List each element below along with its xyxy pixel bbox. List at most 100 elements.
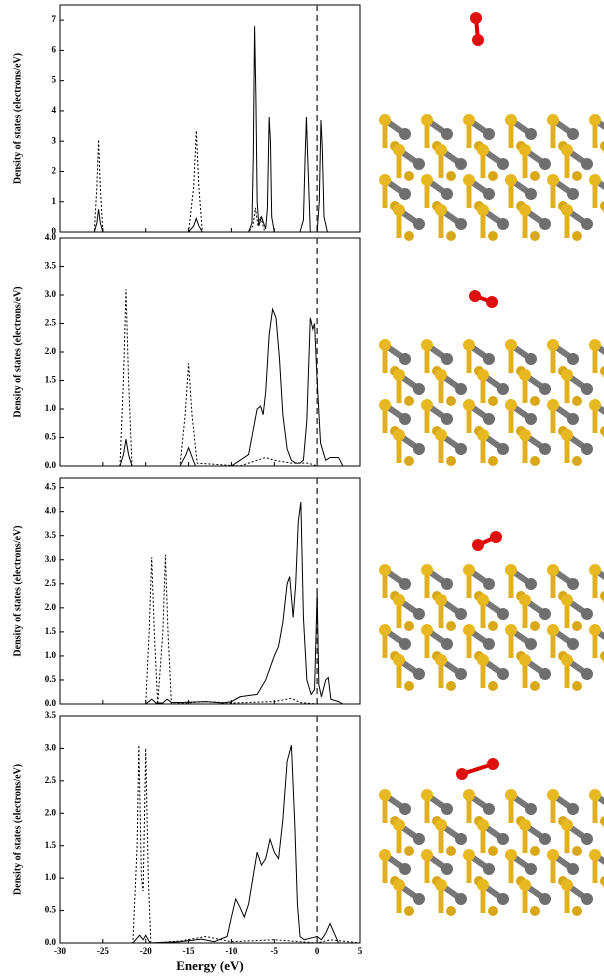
atom-s: [572, 396, 582, 406]
atom-s: [530, 681, 540, 691]
atom-s: [589, 789, 601, 801]
atom-s: [505, 399, 517, 411]
y-tick-label: 2.5: [45, 775, 57, 785]
y-tick-label: 2.0: [45, 807, 57, 817]
dos-line: [60, 745, 360, 943]
atom-m: [497, 218, 509, 230]
atom-s: [505, 564, 517, 576]
atom-s: [421, 174, 433, 186]
y-tick-label: 1.0: [45, 872, 57, 882]
atom-m: [525, 863, 537, 875]
atom-m: [455, 158, 467, 170]
atom-m: [399, 803, 411, 815]
atom-m: [567, 803, 579, 815]
atom-m: [525, 803, 537, 815]
y-axis-label: Density of states (electrons/eV): [12, 525, 23, 656]
atom-m: [399, 353, 411, 365]
atom-s: [547, 849, 559, 861]
atom-m: [581, 383, 593, 395]
atom-m: [539, 443, 551, 455]
y-tick-label: 3: [52, 135, 57, 145]
atom-s: [435, 204, 447, 216]
atom-s: [421, 399, 433, 411]
atom-s: [530, 621, 540, 631]
atom-s: [488, 396, 498, 406]
atom-s: [463, 564, 475, 576]
atom-s: [589, 399, 601, 411]
atom-o: [486, 296, 498, 308]
atom-s: [530, 906, 540, 916]
atom-s: [488, 906, 498, 916]
atom-m: [483, 128, 495, 140]
atom-s: [421, 789, 433, 801]
atom-s: [393, 369, 405, 381]
atom-m: [581, 158, 593, 170]
atom-m: [567, 578, 579, 590]
atom-s: [477, 594, 489, 606]
y-axis-label: Density of states (electrons/eV): [12, 286, 23, 417]
atom-s: [446, 906, 456, 916]
atom-m: [497, 443, 509, 455]
atom-m: [567, 863, 579, 875]
atom-s: [463, 114, 475, 126]
atom-s: [488, 171, 498, 181]
atom-m: [441, 578, 453, 590]
atom-m: [497, 608, 509, 620]
y-tick-label: 4.5: [45, 482, 57, 492]
atom-s: [547, 624, 559, 636]
atom-m: [455, 833, 467, 845]
atom-m: [497, 668, 509, 680]
atom-s: [393, 204, 405, 216]
dos-line: [60, 289, 360, 466]
y-tick-label: 1.5: [45, 626, 57, 636]
atom-s: [477, 819, 489, 831]
atom-m: [567, 413, 579, 425]
atom-m: [539, 893, 551, 905]
figure: 01234567Density of states (electrons/eV)…: [0, 0, 604, 978]
atom-s: [477, 369, 489, 381]
atom-s: [446, 456, 456, 466]
atom-m: [567, 188, 579, 200]
atom-o: [456, 768, 468, 780]
atom-s: [379, 789, 391, 801]
atom-m: [497, 833, 509, 845]
atom-s: [404, 456, 414, 466]
atom-s: [519, 819, 531, 831]
atom-s: [404, 846, 414, 856]
atom-s: [404, 396, 414, 406]
atom-o: [490, 531, 502, 543]
atom-s: [561, 204, 573, 216]
atom-s: [519, 144, 531, 156]
atom-s: [519, 654, 531, 666]
atom-m: [455, 383, 467, 395]
atom-m: [525, 413, 537, 425]
atom-m: [441, 128, 453, 140]
atom-s: [435, 144, 447, 156]
atom-m: [581, 218, 593, 230]
atom-s: [446, 681, 456, 691]
y-tick-label: 2.5: [45, 318, 57, 328]
atom-s: [446, 171, 456, 181]
x-tick-label: -25: [97, 946, 109, 956]
y-tick-label: 7: [52, 14, 57, 24]
atom-s: [446, 621, 456, 631]
atom-m: [525, 353, 537, 365]
atom-s: [505, 114, 517, 126]
atom-s: [379, 564, 391, 576]
atom-s: [505, 789, 517, 801]
x-tick-label: -20: [140, 946, 152, 956]
atom-o: [472, 539, 484, 551]
atom-s: [435, 369, 447, 381]
atom-m: [413, 443, 425, 455]
atom-s: [519, 879, 531, 891]
atom-o: [470, 12, 482, 24]
atom-m: [525, 188, 537, 200]
atom-m: [441, 413, 453, 425]
atom-s: [463, 174, 475, 186]
atom-m: [455, 893, 467, 905]
atom-m: [399, 578, 411, 590]
y-tick-label: 2.0: [45, 346, 57, 356]
y-tick-label: 2.5: [45, 578, 57, 588]
atom-s: [589, 624, 601, 636]
y-tick-label: 3.0: [45, 742, 57, 752]
